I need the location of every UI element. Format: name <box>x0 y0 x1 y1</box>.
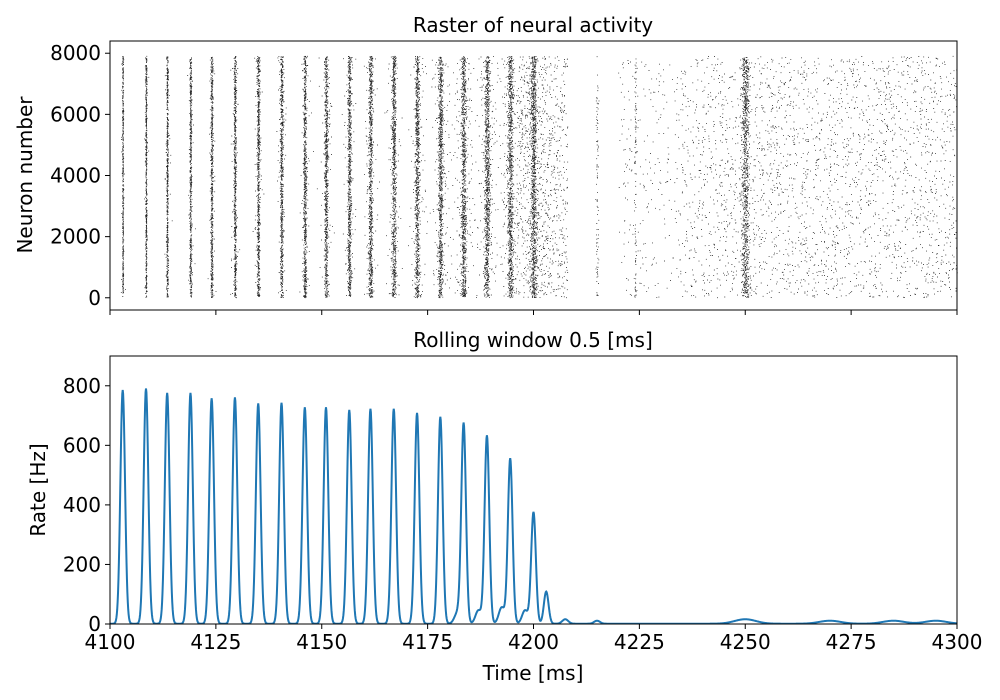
rate-x-tick-label: 4150 <box>296 630 347 654</box>
rate-y-axis-label: Rate [Hz] <box>26 443 50 536</box>
raster-points <box>120 55 958 299</box>
raster-y-tick-label: 6000 <box>50 102 101 126</box>
rate-panel: Rolling window 0.5 [ms] 0 200 400 600 800 41… <box>26 328 982 685</box>
rate-x-tick-label: 4275 <box>826 630 877 654</box>
rate-y-tick-label: 800 <box>63 374 101 398</box>
rate-y-tick-label: 200 <box>63 552 101 576</box>
rate-y-tick-label: 600 <box>63 433 101 457</box>
rate-x-tick-label: 4175 <box>402 630 453 654</box>
rate-x-ticks: 4100 4125 4150 4175 4200 4225 4250 4275 4300 <box>85 624 983 654</box>
raster-x-ticks <box>109 310 958 315</box>
rate-y-tick-label: 400 <box>63 493 101 517</box>
rate-x-tick-label: 4125 <box>190 630 241 654</box>
rate-x-tick-label: 4100 <box>85 630 136 654</box>
rate-series-line <box>110 388 957 624</box>
raster-y-ticks: 0 2000 4000 6000 8000 <box>50 41 110 310</box>
raster-y-tick-label: 0 <box>88 286 101 310</box>
rate-x-tick-label: 4250 <box>720 630 771 654</box>
rate-x-axis-label: Time [ms] <box>482 661 584 685</box>
rate-x-tick-label: 4300 <box>932 630 983 654</box>
raster-y-tick-label: 4000 <box>50 164 101 188</box>
raster-panel: Raster of neural activity 0 2000 4000 6000 8… <box>13 13 958 315</box>
rate-title: Rolling window 0.5 [ms] <box>413 328 653 352</box>
rate-y-ticks: 0 200 400 600 800 <box>63 374 110 636</box>
rate-x-tick-label: 4200 <box>508 630 559 654</box>
rate-x-tick-label: 4225 <box>614 630 665 654</box>
raster-spikes <box>120 55 958 299</box>
raster-y-tick-label: 2000 <box>50 225 101 249</box>
raster-title: Raster of neural activity <box>413 13 653 37</box>
raster-y-tick-label: 8000 <box>50 41 101 65</box>
rate-y-tick-label: 0 <box>88 612 101 636</box>
raster-y-axis-label: Neuron number <box>13 96 37 254</box>
